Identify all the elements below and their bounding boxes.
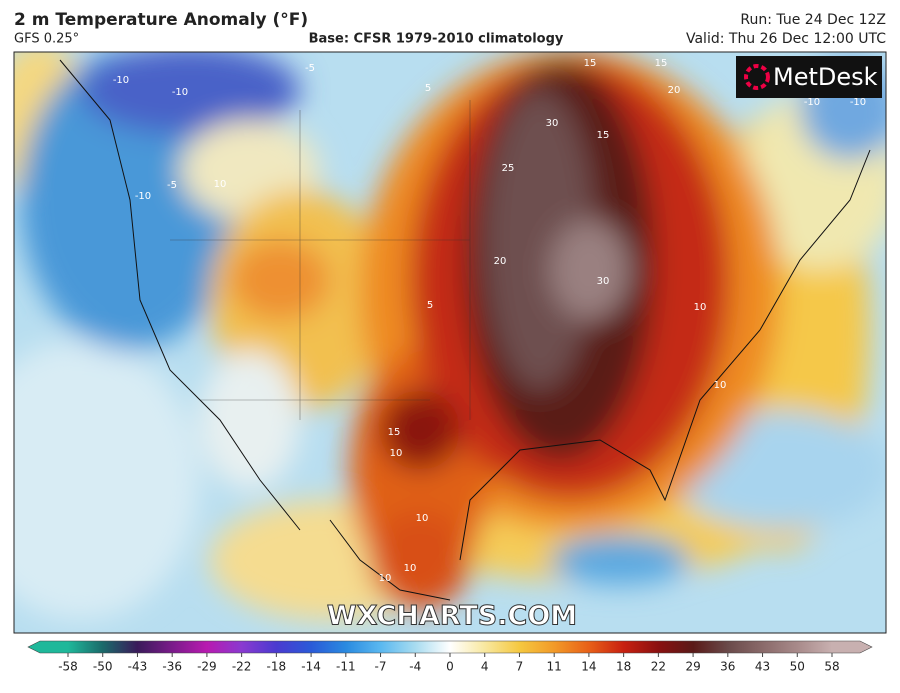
contour-label: -5 (305, 63, 315, 74)
contour-label: -5 (167, 180, 177, 191)
colorbar-label: -14 (301, 660, 321, 674)
contour-label: 5 (425, 83, 431, 94)
valid: Valid: Thu 26 Dec 12:00 UTC (686, 31, 886, 47)
contour-label: -10 (172, 87, 188, 98)
contour-label: 15 (597, 130, 610, 141)
colorbar-label: -58 (58, 660, 78, 674)
contour-label: -10 (804, 97, 820, 108)
colorbar-label: 18 (616, 660, 631, 674)
colorbar-label: -22 (232, 660, 252, 674)
colorbar-label: 22 (651, 660, 666, 674)
map: 15 15 20 30 15 25 20 30 10 10 15 10 10 10 10 -10 -10 -10 -… (14, 52, 886, 633)
contour-label: 10 (214, 179, 227, 190)
watermark: WXCHARTS.COM (327, 601, 577, 632)
colorbar-label: -36 (162, 660, 182, 674)
contour-label: 10 (390, 448, 403, 459)
contour-label: 10 (694, 302, 707, 313)
contour-label: 15 (388, 427, 401, 438)
colorbar-label: -4 (409, 660, 421, 674)
contour-label: -10 (135, 191, 151, 202)
contour-label: -10 (850, 97, 866, 108)
colorbar-label: -11 (336, 660, 356, 674)
colorbar-label: 0 (446, 660, 454, 674)
base: Base: CFSR 1979-2010 climatology (309, 32, 564, 47)
contour-label: 25 (502, 163, 515, 174)
contour-label: 15 (655, 58, 668, 69)
colorbar-label: -50 (93, 660, 113, 674)
logo: MetDesk (773, 63, 878, 91)
colorbar-label: -7 (375, 660, 387, 674)
colorbar-label: 36 (720, 660, 735, 674)
colorbar-label: -29 (197, 660, 217, 674)
contour-label: 10 (379, 573, 392, 584)
colorbar-label: 11 (547, 660, 562, 674)
contour-label: 30 (597, 276, 610, 287)
contour-label: 20 (494, 256, 507, 267)
colorbar-label: 29 (685, 660, 700, 674)
colorbar-label: 4 (481, 660, 489, 674)
colorbar-label: 14 (581, 660, 596, 674)
colorbar-label: 7 (516, 660, 524, 674)
colorbar-label: -43 (128, 660, 148, 674)
contour-label: 10 (714, 380, 727, 391)
contour-label: -10 (113, 75, 129, 86)
colorbar-label: -18 (267, 660, 287, 674)
colorbar-label: 50 (790, 660, 805, 674)
colorbar-label: 58 (824, 660, 839, 674)
contour-label: 15 (584, 58, 597, 69)
contour-label: 20 (668, 85, 681, 96)
contour-label: 10 (416, 513, 429, 524)
model: GFS 0.25° (14, 32, 79, 47)
run: Run: Tue 24 Dec 12Z (740, 12, 886, 28)
contour-label: 30 (546, 118, 559, 129)
contour-label: 5 (427, 300, 433, 311)
colorbar (27, 640, 873, 654)
contour-label: 10 (404, 563, 417, 574)
title: 2 m Temperature Anomaly (°F) (14, 10, 308, 30)
colorbar-label: 43 (755, 660, 770, 674)
